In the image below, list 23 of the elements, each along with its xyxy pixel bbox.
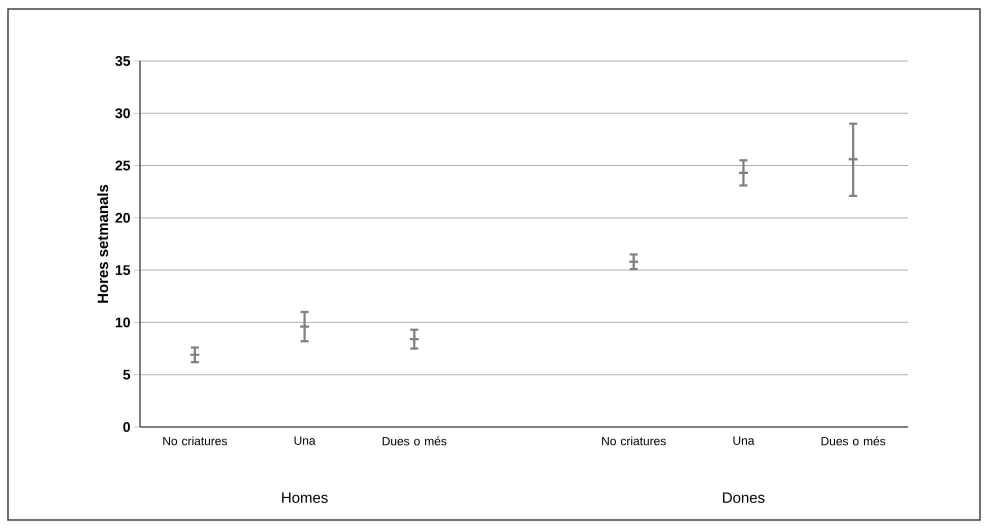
point bbox=[738, 167, 750, 178]
point bbox=[189, 349, 200, 360]
y-tick-label: 15 bbox=[116, 265, 130, 275]
text: Dones bbox=[723, 492, 764, 503]
y-tick-label: 25 bbox=[115, 160, 130, 170]
text: Homes bbox=[282, 492, 328, 503]
y-tick-label: 20 bbox=[115, 212, 130, 223]
y-tick-label: 5 bbox=[123, 370, 130, 380]
y-tick-label: 35 bbox=[115, 56, 130, 66]
y-axis-title: Hores setmanals bbox=[97, 184, 108, 303]
point bbox=[628, 256, 640, 268]
y-tick-label: 0 bbox=[123, 422, 130, 432]
x-tick-label: Dues o més bbox=[382, 436, 446, 446]
x-tick-label: No criatures bbox=[163, 436, 227, 446]
point bbox=[298, 321, 310, 332]
y-tick-label: 30 bbox=[115, 108, 130, 118]
point bbox=[848, 154, 859, 165]
x-tick-label: Una bbox=[733, 436, 754, 445]
point bbox=[408, 334, 420, 345]
x-tick-label: Una bbox=[294, 436, 316, 445]
y-tick-label: 10 bbox=[116, 317, 130, 328]
x-tick-label: Dues o més bbox=[822, 436, 886, 446]
x-tick-label: No criatures bbox=[602, 436, 666, 446]
